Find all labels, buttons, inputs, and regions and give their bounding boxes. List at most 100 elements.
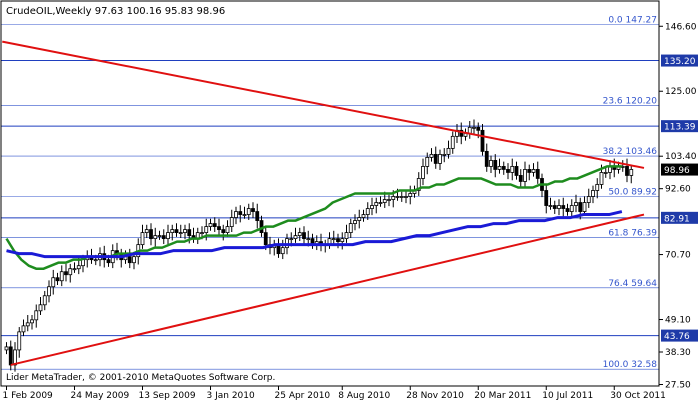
price-badge bbox=[661, 163, 698, 176]
candle-body bbox=[42, 295, 47, 306]
candle-body bbox=[183, 229, 187, 234]
candle-body bbox=[242, 214, 247, 216]
candle-body bbox=[382, 199, 387, 203]
candle-body bbox=[476, 126, 481, 131]
level-badge bbox=[661, 120, 698, 133]
level-badge bbox=[661, 54, 698, 67]
fib-label: 38.2 103.46 bbox=[603, 147, 658, 157]
candle-body bbox=[565, 208, 570, 212]
y-tick-label: 38.30 bbox=[665, 348, 691, 358]
level-badge-label: 82.91 bbox=[664, 214, 690, 224]
horizontal-levels bbox=[1, 60, 659, 337]
candle-body bbox=[204, 226, 209, 234]
candle-body bbox=[574, 202, 578, 206]
level-badge-label: 135.20 bbox=[664, 57, 696, 67]
candle-body bbox=[200, 232, 204, 235]
candle-body bbox=[429, 153, 434, 158]
candle-body bbox=[561, 205, 566, 209]
fib-label: 76.4 59.64 bbox=[608, 279, 657, 289]
candle-body bbox=[586, 196, 591, 203]
candle-body bbox=[374, 202, 379, 206]
candle-body bbox=[208, 223, 213, 227]
candle-body bbox=[68, 268, 73, 276]
candle-body bbox=[497, 166, 502, 170]
level-badge-label: 113.39 bbox=[664, 123, 696, 133]
plot-frame bbox=[0, 0, 660, 387]
candle-body bbox=[297, 232, 302, 237]
candle-body bbox=[72, 268, 77, 271]
candle-body bbox=[552, 205, 557, 209]
candle-body bbox=[433, 153, 438, 164]
x-tick-label: 8 Aug 2010 bbox=[338, 391, 390, 401]
candle-body bbox=[259, 220, 264, 234]
candle-body bbox=[514, 166, 519, 176]
candle-body bbox=[523, 169, 527, 182]
candle-body bbox=[535, 169, 540, 179]
y-tick-label: 92.60 bbox=[665, 185, 691, 195]
x-tick-label: 28 Nov 2010 bbox=[406, 391, 464, 401]
candle-body bbox=[348, 223, 353, 234]
candle-body bbox=[336, 238, 340, 243]
candle-body bbox=[629, 169, 634, 176]
candle-body bbox=[357, 217, 362, 221]
candle-body bbox=[450, 135, 455, 149]
candle-body bbox=[378, 202, 383, 204]
y-tick-label: 103.40 bbox=[665, 152, 697, 162]
candle-body bbox=[438, 153, 442, 164]
x-axis: 1 Feb 2009 24 May 2009 13 Sep 2009 3 Jan 20… bbox=[3, 386, 666, 401]
price-badge-label: 98.96 bbox=[664, 166, 690, 176]
candle-body bbox=[578, 202, 583, 212]
candle-body bbox=[255, 211, 260, 221]
candle-body bbox=[59, 271, 64, 282]
candle-body bbox=[127, 256, 132, 264]
candle-body bbox=[51, 277, 56, 288]
candle-body bbox=[446, 147, 451, 155]
candle-body bbox=[174, 229, 179, 234]
candle-body bbox=[93, 259, 98, 262]
candle-body bbox=[149, 229, 153, 240]
level-badge-label: 43.76 bbox=[664, 332, 690, 342]
candle-body bbox=[161, 235, 166, 240]
candle-body bbox=[395, 196, 400, 198]
candle-body bbox=[225, 226, 230, 234]
candle-body bbox=[178, 232, 183, 235]
candle-body bbox=[531, 169, 536, 173]
candle-body bbox=[8, 346, 13, 366]
y-tick-label: 27.50 bbox=[665, 380, 691, 390]
fib-label: 61.8 76.39 bbox=[608, 228, 657, 238]
y-tick-label: 70.70 bbox=[665, 251, 691, 261]
candle-body bbox=[591, 190, 595, 197]
level-badge bbox=[661, 329, 698, 342]
y-tick-label: 146.60 bbox=[665, 22, 697, 32]
candle-body bbox=[472, 126, 476, 129]
candle-body bbox=[221, 229, 226, 234]
x-tick-label: 3 Jan 2010 bbox=[207, 391, 255, 401]
candle-body bbox=[21, 325, 26, 333]
candle-body bbox=[484, 150, 489, 167]
candle-body bbox=[234, 211, 238, 218]
ma-blue-line bbox=[6, 210, 623, 259]
x-tick-label: 20 Mar 2011 bbox=[474, 391, 531, 401]
candle-body bbox=[421, 166, 425, 179]
candle-body bbox=[238, 211, 243, 215]
candle-body bbox=[302, 232, 306, 240]
candle-body bbox=[425, 157, 430, 167]
candle-body bbox=[569, 205, 574, 212]
candle-body bbox=[442, 153, 447, 156]
candle-body bbox=[106, 259, 111, 264]
candle-body bbox=[212, 223, 217, 227]
trendline-upper-resistance bbox=[2, 40, 645, 169]
candle-body bbox=[289, 238, 294, 241]
candle-body bbox=[331, 238, 336, 241]
y-axis: 146.60 125.00 103.40 92.60 70.70 49.10 38.30 27… bbox=[659, 22, 698, 390]
candle-body bbox=[47, 286, 51, 297]
candle-body bbox=[340, 238, 345, 243]
candle-body bbox=[344, 232, 349, 240]
candle-body bbox=[459, 129, 464, 137]
candle-body bbox=[510, 166, 515, 173]
chart-title: CrudeOIL,Weekly 97.63 100.16 95.83 98.96 bbox=[6, 6, 225, 17]
candle-body bbox=[518, 175, 523, 182]
